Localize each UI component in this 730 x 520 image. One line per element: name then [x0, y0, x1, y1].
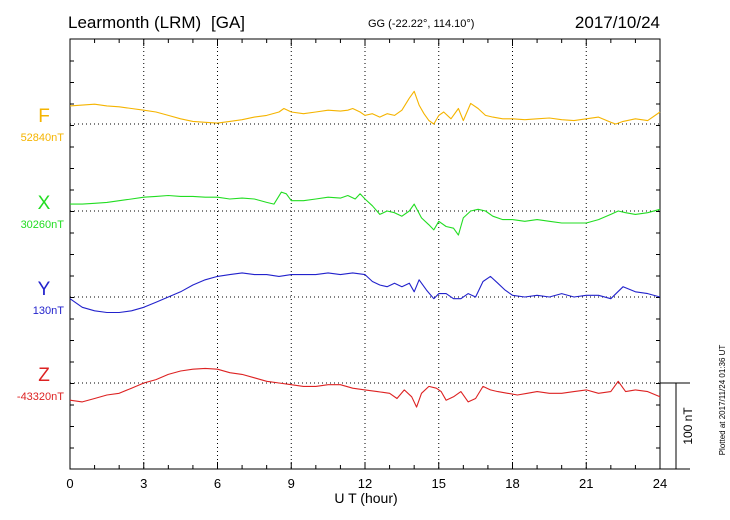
station-code: [GA] — [211, 13, 245, 32]
series-name-f: F — [38, 106, 50, 127]
axis-ticks — [69, 39, 661, 469]
x-tick-label: 3 — [140, 476, 147, 491]
x-tick-label: 0 — [66, 476, 73, 491]
scale-bar-label: 100 nT — [681, 407, 695, 445]
series-baseline-z: -43320nT — [17, 391, 64, 403]
series-baseline-f: 52840nT — [21, 132, 65, 144]
series-name-x: X — [38, 193, 51, 214]
x-tick-label: 15 — [432, 476, 446, 491]
date-label: 2017/10/24 — [575, 13, 660, 32]
series-name-z: Z — [38, 365, 50, 386]
x-tick-label: 21 — [579, 476, 593, 491]
plotted-note: Plotted at 2017/11/24 01:36 UT — [718, 345, 727, 456]
series-line-z — [69, 367, 661, 408]
x-tick-label: 24 — [653, 476, 667, 491]
series-line-x — [70, 191, 661, 236]
series-baseline-x: 30260nT — [21, 219, 65, 231]
x-axis-title: U T (hour) — [334, 490, 397, 506]
series-line-f — [69, 90, 661, 125]
x-tick-label: 18 — [505, 476, 519, 491]
series-name-y: Y — [38, 279, 51, 300]
coordinates: GG (-22.22°, 114.10°) — [368, 18, 474, 30]
x-tick-label: 12 — [358, 476, 372, 491]
x-tick-label: 9 — [288, 476, 295, 491]
station-title: Learmonth (LRM) — [68, 13, 201, 32]
scale-bar: 100 nT — [660, 382, 695, 470]
grid-lines — [70, 39, 660, 469]
x-tick-label: 6 — [214, 476, 221, 491]
series-traces — [69, 90, 661, 408]
series-labels: F 52840nT X 30260nT Y 130nT Z -43320nT — [17, 106, 64, 403]
series-baseline-y: 130nT — [33, 305, 64, 317]
x-tick-labels: 0 3 6 9 12 15 18 21 24 — [66, 476, 667, 491]
series-line-y — [69, 272, 661, 314]
